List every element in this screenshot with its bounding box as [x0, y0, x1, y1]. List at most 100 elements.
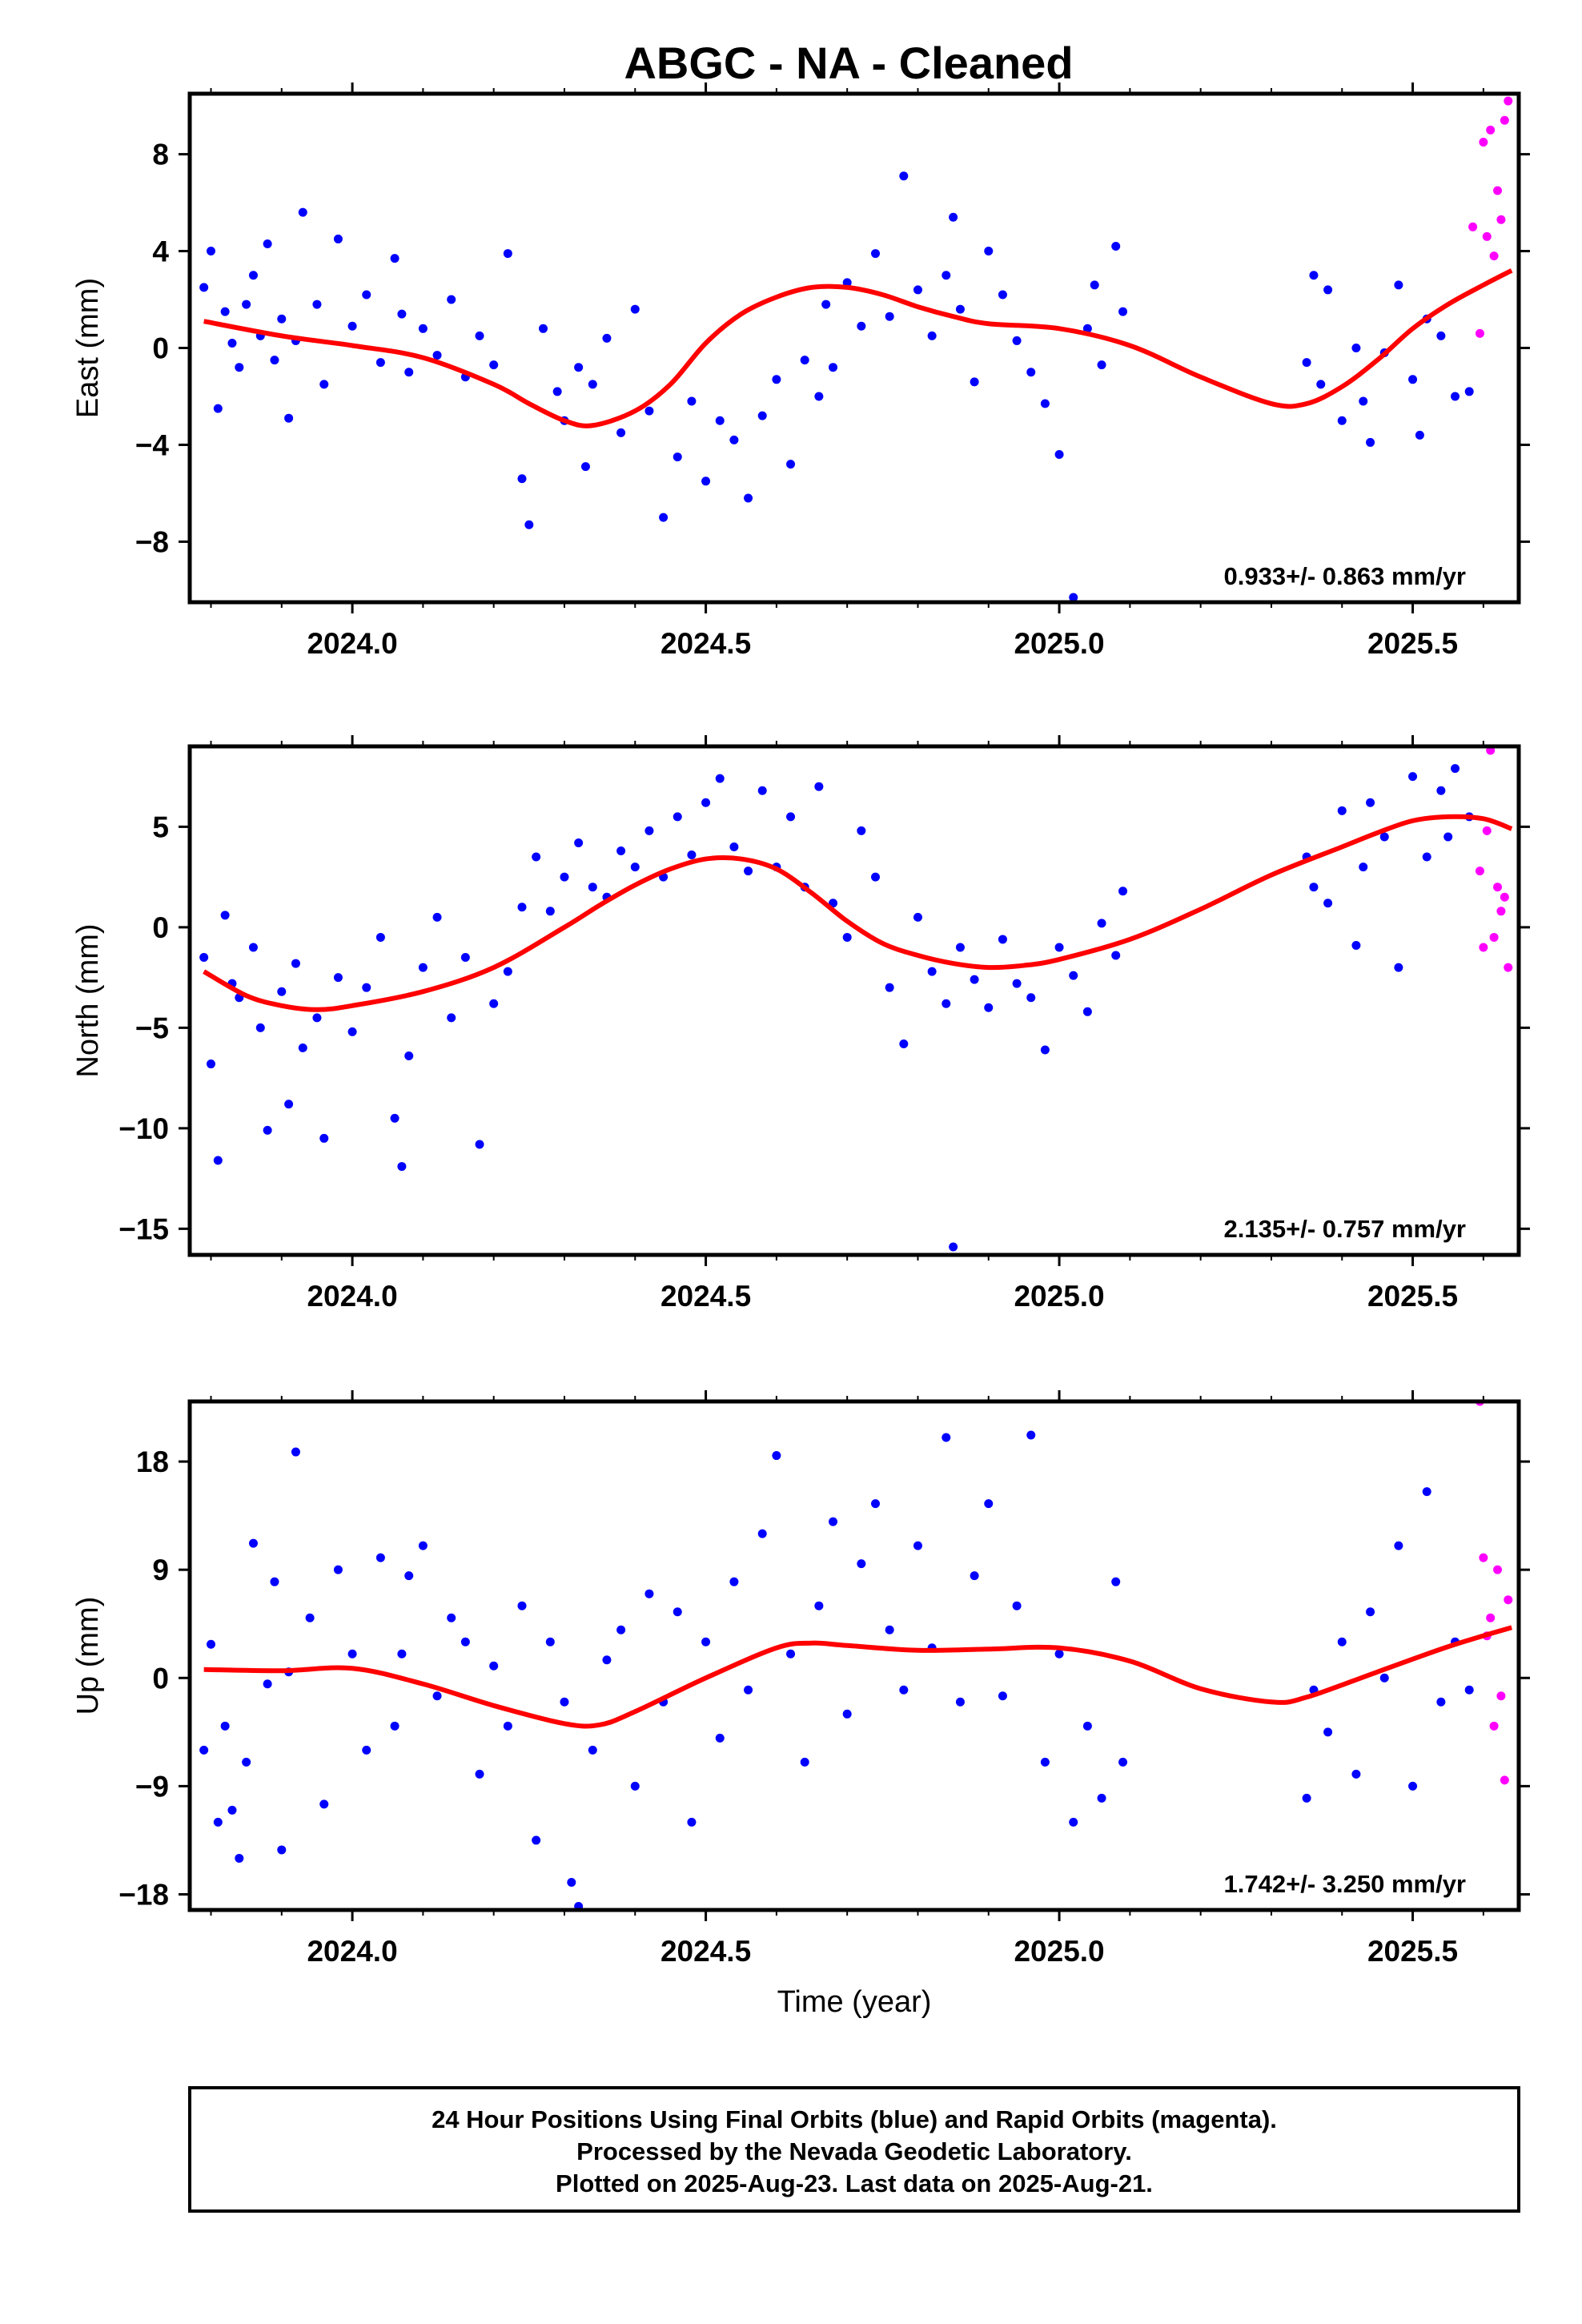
final-orbit-point [291, 959, 300, 968]
rapid-orbit-point [1496, 907, 1506, 916]
y-tick-label: 4 [152, 235, 169, 268]
final-orbit-point [616, 1625, 626, 1634]
final-orbit-point [312, 300, 322, 309]
rapid-orbit-point [1486, 746, 1496, 755]
x-tick-label: 2024.5 [661, 627, 751, 660]
final-orbit-point [772, 1451, 781, 1461]
final-orbit-point [1323, 1727, 1333, 1737]
final-orbit-point [460, 953, 470, 963]
final-orbit-point [1026, 368, 1036, 377]
final-orbit-point [970, 975, 979, 984]
final-orbit-point [489, 1661, 499, 1671]
final-orbit-point [227, 1805, 237, 1815]
final-orbit-point [248, 1538, 258, 1548]
final-orbit-point [1111, 242, 1121, 251]
final-orbit-point [1323, 285, 1333, 295]
y-tick-label: 9 [152, 1554, 169, 1586]
y-tick-label: −8 [135, 525, 169, 558]
final-orbit-point [432, 912, 442, 922]
final-orbit-point [842, 278, 852, 287]
final-orbit-point [673, 812, 682, 822]
final-orbit-point [885, 1625, 894, 1634]
final-orbit-point [1082, 1007, 1092, 1016]
final-orbit-point [347, 1027, 357, 1036]
final-orbit-point [375, 358, 385, 368]
final-orbit-point [1316, 380, 1326, 389]
x-tick-label: 2024.0 [307, 1935, 397, 1968]
final-orbit-point [1012, 336, 1022, 345]
final-orbit-point [687, 396, 697, 406]
final-orbit-point [829, 363, 838, 372]
rapid-orbit-point [1493, 1565, 1503, 1574]
x-tick-label: 2024.0 [307, 627, 397, 660]
final-orbit-point [1026, 1430, 1036, 1440]
final-orbit-point [1090, 280, 1099, 290]
final-orbit-point [1040, 399, 1050, 408]
final-orbit-point [1366, 1607, 1375, 1617]
plot-frame [187, 1399, 1521, 1912]
x-tick-label: 2024.5 [661, 1280, 751, 1313]
y-tick-label: 0 [152, 911, 169, 944]
final-orbit-point [687, 1817, 697, 1827]
final-orbit-point [1097, 360, 1106, 370]
final-orbit-point [362, 290, 371, 300]
final-orbit-point [1351, 940, 1361, 950]
final-orbit-point [998, 1691, 1007, 1701]
final-orbit-point [1436, 786, 1446, 795]
x-tick-label: 2025.5 [1367, 627, 1458, 660]
final-orbit-point [687, 850, 697, 860]
final-orbit-point [1082, 1721, 1092, 1731]
rapid-orbit-point [1504, 1595, 1513, 1605]
final-orbit-point [927, 967, 937, 976]
final-orbit-point [277, 987, 287, 996]
y-axis-label: East (mm) [71, 278, 105, 418]
final-orbit-point [616, 428, 626, 437]
final-orbit-point [955, 943, 965, 952]
chart-title: ABGC - NA - Cleaned [624, 38, 1073, 88]
final-orbit-point [524, 520, 534, 529]
final-orbit-point [418, 1541, 428, 1550]
final-orbit-point [744, 1685, 753, 1695]
rapid-orbit-point [1468, 222, 1478, 231]
rate-label: 0.933+/- 0.863 mm/yr [1224, 562, 1466, 590]
final-orbit-point [1082, 324, 1092, 333]
rapid-orbit-point [1493, 883, 1503, 892]
final-orbit-point [885, 983, 894, 992]
y-axis-label: North (mm) [71, 923, 105, 1077]
final-orbit-point [552, 387, 562, 396]
rapid-orbit-point [1489, 932, 1499, 942]
final-orbit-point [475, 1769, 484, 1779]
final-orbit-point [1408, 1781, 1418, 1791]
final-orbit-point [729, 435, 739, 444]
final-orbit-point [560, 1697, 569, 1707]
final-orbit-point [1040, 1757, 1050, 1767]
footer-line-2: Processed by the Nevada Geodetic Laborat… [576, 2137, 1132, 2165]
rapid-orbit-point [1489, 1721, 1499, 1731]
final-orbit-point [899, 1685, 909, 1695]
y-tick-label: −4 [135, 428, 170, 461]
final-orbit-point [397, 1162, 407, 1172]
final-orbit-point [913, 285, 922, 295]
final-orbit-point [1118, 307, 1128, 316]
rate-label: 1.742+/- 3.250 mm/yr [1224, 1870, 1466, 1898]
final-orbit-point [1302, 1793, 1311, 1803]
rapid-orbit-point [1504, 963, 1513, 972]
final-orbit-point [532, 852, 541, 862]
final-orbit-point [885, 312, 894, 321]
final-orbit-point [602, 333, 612, 343]
rapid-orbit-point [1479, 943, 1488, 952]
final-orbit-point [984, 1499, 994, 1509]
rapid-orbit-point [1482, 231, 1492, 241]
final-orbit-point [1337, 1637, 1347, 1647]
final-orbit-point [1422, 1487, 1431, 1497]
final-orbit-point [870, 1499, 880, 1509]
final-orbit-point [729, 842, 739, 851]
final-orbit-point [1337, 806, 1347, 815]
footer-box: 24 Hour Positions Using Final Orbits (bl… [188, 2086, 1520, 2213]
final-orbit-point [263, 1125, 272, 1135]
final-orbit-point [390, 254, 400, 263]
final-orbit-point [772, 375, 781, 384]
final-orbit-point [701, 1637, 711, 1647]
y-tick-label: −15 [118, 1212, 169, 1245]
final-orbit-point [757, 786, 767, 795]
